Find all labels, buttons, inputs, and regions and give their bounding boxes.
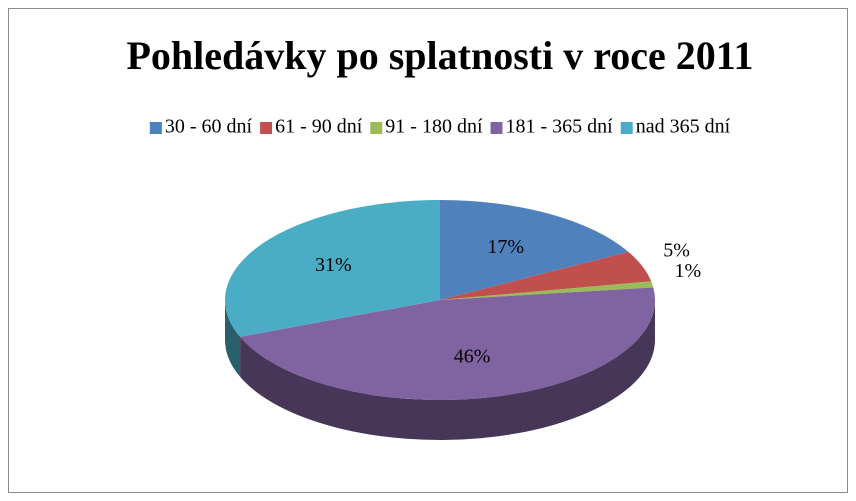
- pie-slice: [440, 200, 629, 300]
- legend-swatch: [620, 122, 633, 134]
- legend-swatch: [260, 122, 273, 134]
- legend: 30 - 60 dní 61 - 90 dní 91 - 180 dní 181 - …: [149, 116, 731, 138]
- chart-title: Pohledávky po splatnosti v roce 2011: [126, 33, 753, 78]
- data-label: 5%: [663, 240, 690, 262]
- legend-label: 61 - 90 dní: [275, 116, 363, 138]
- legend-swatch: [149, 122, 162, 134]
- legend-swatch: [370, 122, 383, 134]
- data-label: 31%: [315, 254, 352, 276]
- legend-label: 181 - 365 dní: [506, 116, 614, 138]
- pie-slice: [440, 281, 654, 300]
- pie-slice: [440, 251, 652, 300]
- data-label: 17%: [487, 236, 524, 258]
- pie-side: [240, 300, 655, 441]
- pie-slice: [224, 200, 440, 337]
- legend-label: nad 365 dní: [636, 116, 731, 138]
- pie-slice: [240, 287, 655, 401]
- legend-swatch: [490, 122, 503, 134]
- pie-side: [225, 300, 241, 377]
- legend-label: 30 - 60 dní: [165, 116, 253, 138]
- legend-label: 91 - 180 dní: [385, 116, 483, 138]
- data-label: 1%: [674, 260, 701, 282]
- data-label: 46%: [454, 346, 491, 368]
